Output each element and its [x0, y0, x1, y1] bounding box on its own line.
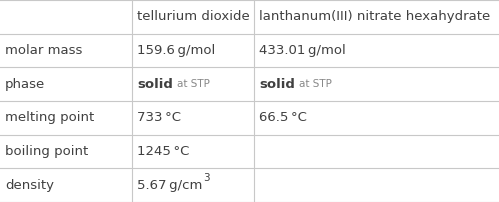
Text: at STP: at STP — [299, 79, 332, 89]
Text: melting point: melting point — [5, 111, 94, 124]
Text: solid: solid — [259, 78, 295, 91]
Text: density: density — [5, 179, 54, 192]
Text: 3: 3 — [204, 173, 210, 183]
Text: 1245 °C: 1245 °C — [137, 145, 190, 158]
Text: 5.67 g/cm: 5.67 g/cm — [137, 179, 203, 192]
Text: at STP: at STP — [177, 79, 210, 89]
Text: boiling point: boiling point — [5, 145, 88, 158]
Text: molar mass: molar mass — [5, 44, 82, 57]
Text: phase: phase — [5, 78, 45, 91]
Text: 433.01 g/mol: 433.01 g/mol — [259, 44, 346, 57]
Text: tellurium dioxide: tellurium dioxide — [137, 10, 250, 23]
Text: solid: solid — [137, 78, 173, 91]
Text: 66.5 °C: 66.5 °C — [259, 111, 307, 124]
Text: 733 °C: 733 °C — [137, 111, 181, 124]
Text: lanthanum(III) nitrate hexahydrate: lanthanum(III) nitrate hexahydrate — [259, 10, 491, 23]
Text: 159.6 g/mol: 159.6 g/mol — [137, 44, 216, 57]
